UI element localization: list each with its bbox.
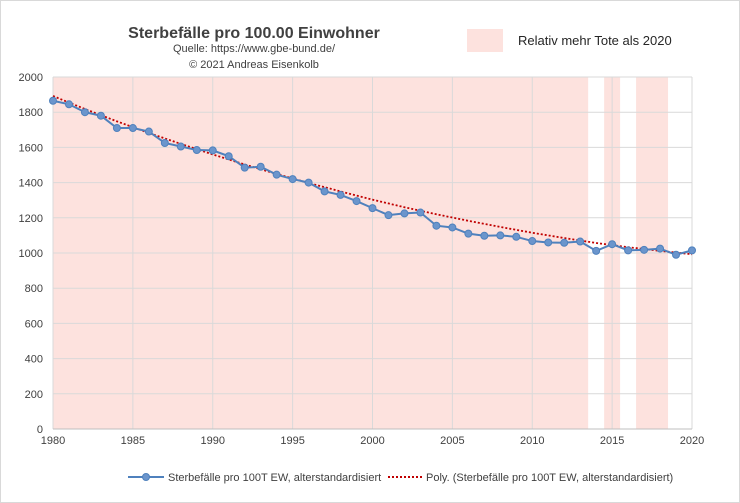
data-point-2005 — [448, 223, 457, 232]
data-point-1988 — [176, 142, 185, 151]
data-point-2013 — [576, 237, 585, 246]
shaded-legend-swatch — [467, 29, 503, 52]
data-point-1995 — [288, 175, 297, 184]
data-point-1993 — [256, 162, 265, 171]
data-point-1983 — [96, 111, 105, 120]
x-tick-label-1995: 1995 — [280, 435, 304, 447]
x-tick-label-1980: 1980 — [41, 435, 65, 447]
data-point-2002 — [400, 209, 409, 218]
data-point-1986 — [144, 127, 153, 136]
data-point-2011 — [544, 238, 553, 247]
data-point-2018 — [656, 244, 665, 253]
x-tick-label-2015: 2015 — [600, 435, 624, 447]
data-point-2015 — [608, 240, 617, 249]
data-point-2000 — [368, 204, 377, 213]
legend-series-marker — [142, 473, 150, 481]
data-point-1989 — [192, 146, 201, 155]
x-tick-label-2000: 2000 — [360, 435, 384, 447]
y-tick-label-200: 200 — [25, 389, 43, 401]
data-point-1996 — [304, 178, 313, 187]
data-point-2009 — [512, 232, 521, 241]
data-point-1981 — [64, 100, 73, 109]
x-tick-label-1985: 1985 — [121, 435, 145, 447]
shaded-legend-label: Relativ mehr Tote als 2020 — [518, 33, 672, 48]
y-tick-label-800: 800 — [25, 283, 43, 295]
data-point-2012 — [560, 238, 569, 247]
y-tick-label-0: 0 — [37, 424, 43, 436]
data-point-2003 — [416, 208, 425, 217]
trendline — [52, 95, 693, 256]
y-tick-label-1800: 1800 — [19, 107, 43, 119]
data-point-2006 — [464, 229, 473, 238]
data-point-1982 — [80, 108, 89, 117]
x-tick-label-2010: 2010 — [520, 435, 544, 447]
data-point-2020 — [688, 246, 696, 255]
data-point-1990 — [208, 146, 217, 155]
y-tick-label-1200: 1200 — [19, 213, 43, 225]
y-tick-label-400: 400 — [25, 354, 43, 366]
chart-title: Sterbefälle pro 100.00 Einwohner — [128, 25, 380, 42]
y-tick-label-2000: 2000 — [19, 72, 43, 84]
data-point-1985 — [128, 124, 137, 133]
data-point-2016 — [624, 246, 633, 255]
data-point-2008 — [496, 231, 505, 240]
data-point-2017 — [640, 245, 649, 254]
data-point-2010 — [528, 237, 537, 246]
data-point-1994 — [272, 170, 281, 179]
y-tick-label-1600: 1600 — [19, 142, 43, 154]
data-point-1991 — [224, 152, 233, 161]
trendline-path — [52, 95, 693, 256]
data-point-2007 — [480, 231, 489, 240]
chart-source: Quelle: https://www.gbe-bund.de/ — [173, 43, 336, 55]
data-point-1992 — [240, 163, 249, 172]
x-tick-label-1990: 1990 — [201, 435, 225, 447]
data-point-1980 — [49, 96, 57, 105]
data-point-1997 — [320, 187, 329, 196]
data-point-2019 — [672, 250, 681, 259]
data-point-1999 — [352, 197, 361, 206]
chart-copyright: © 2021 Andreas Eisenkolb — [189, 59, 319, 71]
data-series — [49, 96, 696, 259]
axes: 0 200 400 600 800 1000 1200 1400 1600 1800 2000 198… — [19, 72, 705, 447]
x-tick-label-2005: 2005 — [440, 435, 464, 447]
y-tick-label-1400: 1400 — [19, 178, 43, 190]
legend: Sterbefälle pro 100T EW, alterstandardis… — [128, 472, 673, 484]
y-tick-label-1000: 1000 — [19, 248, 43, 260]
data-point-1984 — [112, 124, 121, 133]
legend-trend-label: Poly. (Sterbefälle pro 100T EW, altersta… — [426, 472, 673, 484]
data-point-1998 — [336, 190, 345, 199]
data-point-1987 — [160, 139, 169, 147]
legend-series-label: Sterbefälle pro 100T EW, alterstandardis… — [168, 472, 381, 484]
y-tick-label-600: 600 — [25, 318, 43, 330]
data-point-2004 — [432, 221, 441, 230]
data-point-2001 — [384, 211, 393, 220]
x-tick-label-2020: 2020 — [680, 435, 704, 447]
data-point-2014 — [592, 246, 601, 255]
